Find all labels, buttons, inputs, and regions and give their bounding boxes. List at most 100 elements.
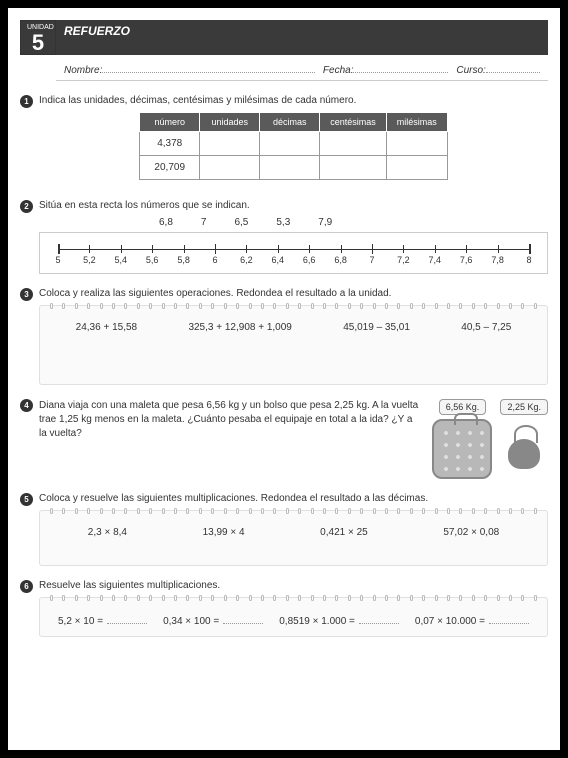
table-cell[interactable] [260, 132, 320, 156]
tick [529, 244, 531, 254]
ex-prompt: Coloca y resuelve las siguientes multipl… [39, 493, 548, 504]
ex-number: 4 [20, 399, 33, 412]
tick [246, 245, 247, 253]
ex-prompt: Indica las unidades, décimas, centésimas… [39, 95, 548, 106]
spiral-icon [50, 508, 537, 514]
operation: 13,99 × 4 [203, 527, 245, 538]
title: REFUERZO [56, 20, 548, 55]
unit-badge: UNIDAD 5 [20, 20, 56, 55]
tick [309, 245, 310, 253]
exercise-4: 4 Diana viaja con una maleta que pesa 6,… [20, 399, 548, 479]
exercise-2: 2 Sitúa en esta recta los números que se… [20, 200, 548, 274]
curso-input[interactable] [486, 63, 540, 73]
purse-icon [508, 439, 540, 469]
ex-number: 1 [20, 95, 33, 108]
tick-label: 5,8 [177, 255, 190, 265]
tick [466, 245, 467, 253]
tick-label: 6 [212, 255, 217, 265]
tick-label: 5 [55, 255, 60, 265]
fill-row: 5,2 × 10 = 0,34 × 100 = 0,8519 × 1.000 = 0,… [50, 614, 537, 627]
answer-blank[interactable] [489, 614, 529, 624]
unit-number: 5 [27, 32, 49, 54]
ex-number: 2 [20, 200, 33, 213]
answer-blank[interactable] [223, 614, 263, 624]
tick-label: 7,8 [491, 255, 504, 265]
tick [278, 245, 279, 253]
purse-weight: 2,25 Kg. [500, 399, 548, 415]
worksheet-page: UNIDAD 5 REFUERZO Nombre: Fecha: Curso: … [8, 8, 560, 750]
suitcase-icon [432, 419, 492, 479]
table-cell[interactable] [386, 132, 447, 156]
tick-label: 6,4 [272, 255, 285, 265]
operation: 5,2 × 10 = [58, 616, 103, 627]
ex-prompt: Coloca y realiza las siguientes operacio… [39, 288, 548, 299]
operation: 0,34 × 100 = [163, 616, 219, 627]
table-cell[interactable] [260, 156, 320, 180]
tick [89, 245, 90, 253]
tick [58, 244, 60, 254]
decimals-table: númerounidadesdécimascentésimasmilésimas… [139, 112, 448, 180]
tick-label: 6,6 [303, 255, 316, 265]
tick-label: 5,6 [146, 255, 159, 265]
line-track [58, 249, 529, 250]
answer-blank[interactable] [107, 614, 147, 624]
table-cell[interactable] [200, 156, 260, 180]
operation: 325,3 + 12,908 + 1,009 [188, 322, 291, 333]
tick [435, 245, 436, 253]
table-cell[interactable] [320, 132, 387, 156]
number-line-box: 55,25,45,65,866,26,46,66,877,27,47,67,88 [39, 232, 548, 274]
table-header: décimas [260, 113, 320, 132]
fill-item: 0,8519 × 1.000 = [279, 614, 399, 627]
given-number: 5,3 [276, 217, 290, 228]
fill-item: 0,34 × 100 = [163, 614, 263, 627]
tick-label: 7 [369, 255, 374, 265]
nombre-input[interactable] [102, 63, 315, 73]
table-cell[interactable] [320, 156, 387, 180]
tick-label: 5,4 [115, 255, 128, 265]
tick [121, 245, 122, 253]
tick-label: 7,6 [460, 255, 473, 265]
answer-blank[interactable] [359, 614, 399, 624]
ex-prompt: Diana viaja con una maleta que pesa 6,56… [39, 399, 422, 441]
fill-item: 0,07 × 10.000 = [415, 614, 529, 627]
numbers-to-place: 6,876,55,37,9 [159, 217, 548, 228]
header: UNIDAD 5 REFUERZO [20, 20, 548, 55]
operation: 0,07 × 10.000 = [415, 616, 485, 627]
table-header: centésimas [320, 113, 387, 132]
operation: 0,8519 × 1.000 = [279, 616, 355, 627]
fecha-input[interactable] [353, 63, 448, 73]
ex-prompt: Resuelve las siguientes multiplicaciones… [39, 580, 548, 591]
tick [215, 244, 217, 254]
fill-item: 5,2 × 10 = [58, 614, 147, 627]
table-cell[interactable] [200, 132, 260, 156]
luggage-illustration: 6,56 Kg. 2,25 Kg. [432, 399, 548, 479]
name-fields: Nombre: Fecha: Curso: [56, 59, 548, 81]
given-number: 7 [201, 217, 207, 228]
spiral-icon [50, 303, 537, 309]
tick [341, 245, 342, 253]
table-cell[interactable]: 4,378 [140, 132, 200, 156]
operation: 45,019 – 35,01 [343, 322, 410, 333]
tick [152, 245, 153, 253]
spiral-icon [50, 595, 537, 601]
exercise-3: 3 Coloca y realiza las siguientes operac… [20, 288, 548, 385]
number-line: 55,25,45,65,866,26,46,66,877,27,47,67,88 [58, 245, 529, 267]
given-number: 6,8 [159, 217, 173, 228]
given-number: 6,5 [234, 217, 248, 228]
tick-label: 6,8 [334, 255, 347, 265]
ex-number: 5 [20, 493, 33, 506]
curso-label: Curso: [456, 65, 485, 76]
ex-number: 6 [20, 580, 33, 593]
table-cell[interactable] [386, 156, 447, 180]
operation: 0,421 × 25 [320, 527, 368, 538]
exercise-1: 1 Indica las unidades, décimas, centésim… [20, 95, 548, 186]
exercise-6: 6 Resuelve las siguientes multiplicacion… [20, 580, 548, 637]
table-header: unidades [200, 113, 260, 132]
tick [403, 245, 404, 253]
operations-row: 24,36 + 15,58325,3 + 12,908 + 1,00945,01… [50, 322, 537, 333]
operation: 2,3 × 8,4 [88, 527, 127, 538]
operation: 40,5 – 7,25 [461, 322, 511, 333]
tick-label: 6,2 [240, 255, 253, 265]
table-cell[interactable]: 20,709 [140, 156, 200, 180]
table-header: milésimas [386, 113, 447, 132]
